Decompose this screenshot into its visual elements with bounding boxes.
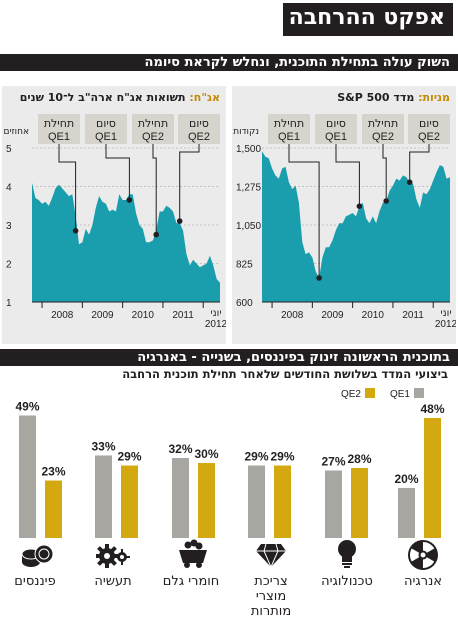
value-label-qe2: 29%: [270, 450, 294, 464]
bar-qe1: [95, 456, 112, 539]
bar-qe2: [198, 463, 215, 538]
bar-qe1: [325, 471, 342, 539]
bar-qe1: [172, 458, 189, 538]
diamond-icon: [254, 540, 288, 570]
lightbulb-icon: [332, 538, 362, 570]
radiation-icon: [406, 538, 440, 572]
category-label-industrials: תעשיה: [84, 574, 142, 589]
mine-cart-icon: [176, 538, 210, 570]
bar-qe2: [274, 466, 291, 539]
value-label-qe1: 33%: [91, 440, 115, 454]
legend-swatch-qe2: [365, 388, 375, 398]
category-label-materials: חומרי גלם: [160, 574, 222, 589]
bar-qe1: [19, 416, 36, 539]
bar-qe2: [45, 481, 62, 539]
value-label-qe1: 49%: [15, 400, 39, 414]
bar-qe2: [351, 468, 368, 538]
bar-qe1: [398, 488, 415, 538]
value-label-qe1: 27%: [321, 455, 345, 469]
value-label-qe2: 28%: [347, 452, 371, 466]
category-label-energy: אנרגיה: [394, 574, 452, 589]
legend-label-qe1: QE1: [390, 389, 410, 400]
value-label-qe1: 20%: [394, 472, 418, 486]
legend-swatch-qe1: [414, 388, 424, 398]
value-label-qe2: 23%: [41, 465, 65, 479]
bar-qe2: [121, 466, 138, 539]
category-label-consumer-discretionary: צריכת מוצרי מותרות: [238, 574, 304, 619]
legend-label-qe2: QE2: [341, 389, 361, 400]
category-label-financials: פיננסים: [6, 574, 64, 589]
value-label-qe2: 29%: [117, 450, 141, 464]
value-label-qe2: 48%: [420, 402, 444, 416]
bar-qe2: [424, 418, 441, 538]
value-label-qe1: 32%: [168, 442, 192, 456]
value-label-qe1: 29%: [244, 450, 268, 464]
gears-icon: [96, 540, 130, 570]
coins-icon: [20, 540, 54, 570]
category-label-technology: טכנולוגיה: [316, 574, 378, 589]
bar-qe1: [248, 466, 265, 539]
value-label-qe2: 30%: [194, 447, 218, 461]
